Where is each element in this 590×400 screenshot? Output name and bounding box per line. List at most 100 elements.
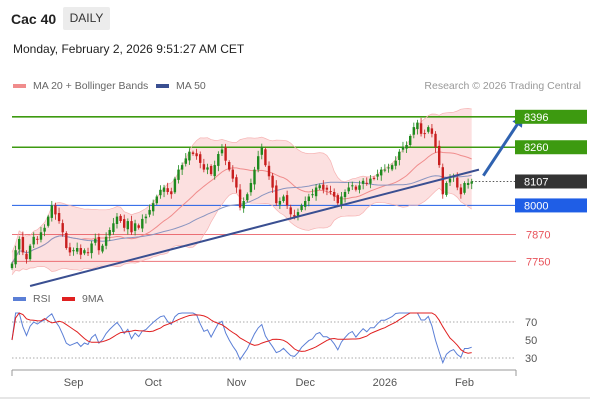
candle-body <box>430 128 434 134</box>
candle-body <box>162 187 166 192</box>
candle-body <box>267 165 271 177</box>
candle-body <box>470 181 473 184</box>
candle-body <box>76 248 79 252</box>
candle-body <box>224 147 227 161</box>
timestamp: Monday, February 2, 2026 9:51:27 AM CET <box>13 42 245 56</box>
candle-body <box>304 201 307 207</box>
candle-body <box>456 177 459 188</box>
bollinger-band <box>12 108 472 275</box>
level-tag-8396 <box>515 109 587 124</box>
candle-body <box>119 215 122 221</box>
projection-arrow <box>482 119 521 177</box>
candle-body <box>101 245 104 252</box>
ma50-line <box>11 174 472 264</box>
x-tick-Dec: Dec <box>295 377 315 389</box>
candle-body <box>361 180 365 184</box>
candle-body <box>104 236 108 246</box>
candle-body <box>427 127 430 132</box>
candle-body <box>97 237 101 251</box>
ma20-swatch <box>13 84 26 89</box>
x-tick-Oct: Oct <box>145 377 162 389</box>
candle-body <box>50 205 53 218</box>
candle-body <box>235 177 238 188</box>
candle-body <box>94 239 97 243</box>
legend-9ma-label: 9MA <box>82 293 104 305</box>
period-badge[interactable]: DAILY <box>63 7 110 30</box>
legend-9ma: 9MA <box>62 293 104 305</box>
rsi-tick-50: 50 <box>525 335 537 347</box>
candle-body <box>25 253 28 260</box>
level-label-8000: 8000 <box>524 200 548 212</box>
level-tag-8000 <box>515 198 587 213</box>
ma9-swatch <box>62 297 75 302</box>
candle-body <box>199 154 202 163</box>
candle-body <box>296 212 300 216</box>
candle-body <box>271 175 274 188</box>
candle-body <box>206 167 209 170</box>
candle-body <box>289 207 292 215</box>
candle-body <box>369 178 372 184</box>
candle-body <box>112 223 115 232</box>
candle-body <box>423 133 426 135</box>
candle-body <box>351 185 354 187</box>
candle-body <box>155 196 158 204</box>
candle-body <box>90 243 93 254</box>
candle-body <box>372 177 376 179</box>
rsi-tick-30: 30 <box>525 353 537 365</box>
candle-body <box>329 191 332 193</box>
candle-body <box>358 185 361 190</box>
candle-body <box>383 169 387 171</box>
candle-body <box>246 194 249 201</box>
candle-body <box>191 152 195 154</box>
candle-body <box>115 216 119 224</box>
candle-body <box>401 147 405 150</box>
candle-body <box>148 209 151 215</box>
level-label-8396: 8396 <box>524 112 548 124</box>
candle-body <box>72 250 75 252</box>
candle-body <box>47 216 50 226</box>
candle-body <box>365 182 368 184</box>
candle-body <box>54 205 57 215</box>
candle-body <box>285 195 289 206</box>
level-label-8107: 8107 <box>524 176 548 188</box>
candle-body <box>36 238 39 240</box>
legend-ma20: MA 20 + Bollinger Bands <box>13 80 148 92</box>
candle-body <box>126 221 129 230</box>
level-label-7750: 7750 <box>526 256 550 268</box>
candle-body <box>343 192 347 198</box>
candle-body <box>202 164 206 170</box>
candle-body <box>282 196 285 201</box>
candle-body <box>394 160 397 166</box>
level-label-8260: 8260 <box>524 142 548 154</box>
candle-body <box>390 165 394 170</box>
candle-body <box>21 237 25 253</box>
level-tag-8260 <box>515 140 587 155</box>
candle-body <box>307 196 310 201</box>
candle-body <box>336 195 339 204</box>
candle-body <box>278 201 282 205</box>
candle-body <box>293 215 296 217</box>
trendline <box>29 168 480 287</box>
candle-body <box>79 248 82 255</box>
candle-body <box>152 203 155 212</box>
bollinger-upper <box>11 108 472 253</box>
level-tag-8107 <box>515 174 587 189</box>
rsi-swatch <box>13 297 26 302</box>
candle-body <box>445 183 448 195</box>
candle-body <box>133 223 137 231</box>
candle-body <box>184 158 187 164</box>
legend-ma50-label: MA 50 <box>176 80 206 92</box>
candle-body <box>441 167 444 195</box>
candle-body <box>275 185 278 204</box>
candle-body <box>68 247 72 253</box>
candle-body <box>18 239 21 250</box>
legend-rsi: RSI <box>13 293 51 305</box>
candle-body <box>260 147 263 155</box>
candle-body <box>311 194 314 196</box>
x-tick-2026: 2026 <box>373 377 397 389</box>
candle-body <box>416 122 419 130</box>
candle-body <box>65 233 68 248</box>
candle-body <box>159 189 162 196</box>
candle-body <box>419 123 423 134</box>
